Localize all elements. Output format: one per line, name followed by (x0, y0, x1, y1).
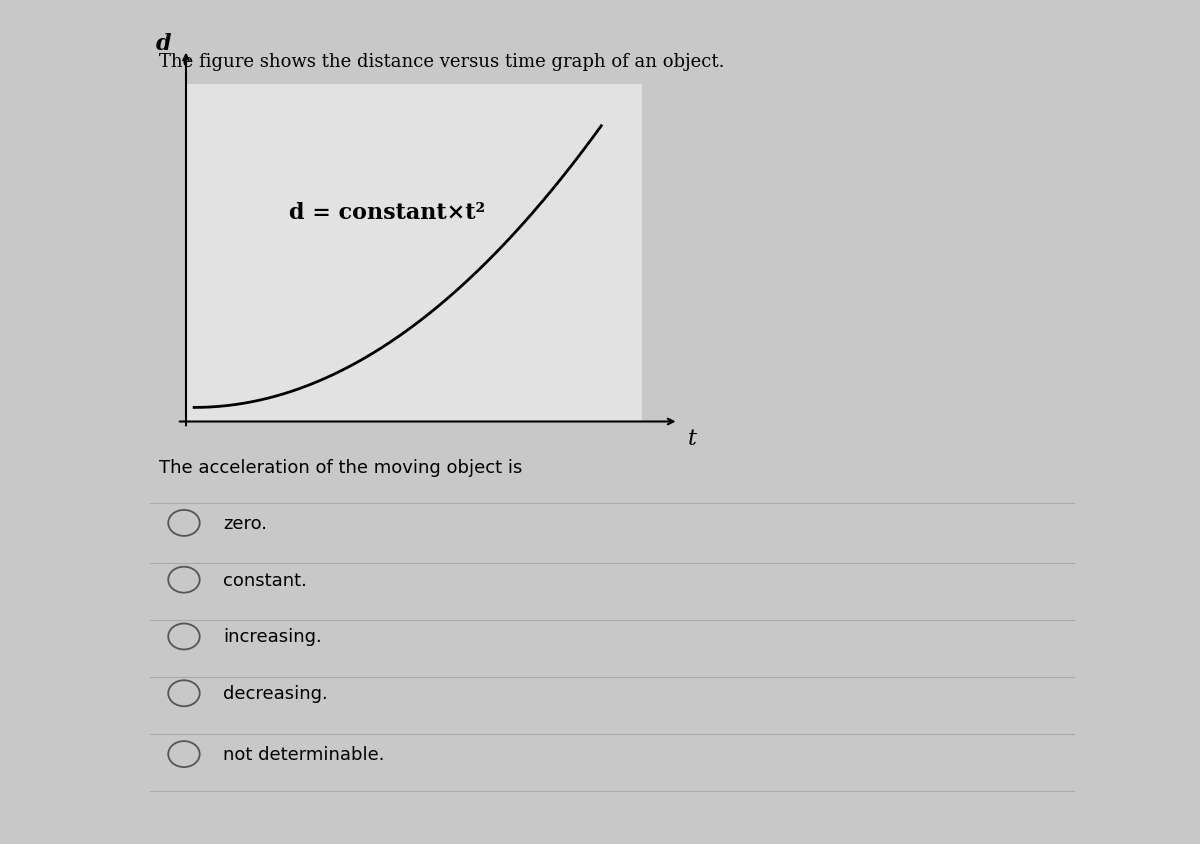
Text: d: d (156, 33, 170, 55)
Text: d = constant×t²: d = constant×t² (288, 202, 485, 224)
Text: constant.: constant. (223, 571, 307, 589)
Text: increasing.: increasing. (223, 628, 322, 646)
Text: The acceleration of the moving object is: The acceleration of the moving object is (160, 458, 523, 477)
Text: The figure shows the distance versus time graph of an object.: The figure shows the distance versus tim… (160, 53, 725, 72)
Text: zero.: zero. (223, 514, 268, 533)
Text: not determinable.: not determinable. (223, 745, 385, 763)
Text: t: t (688, 428, 697, 450)
Text: decreasing.: decreasing. (223, 684, 328, 702)
